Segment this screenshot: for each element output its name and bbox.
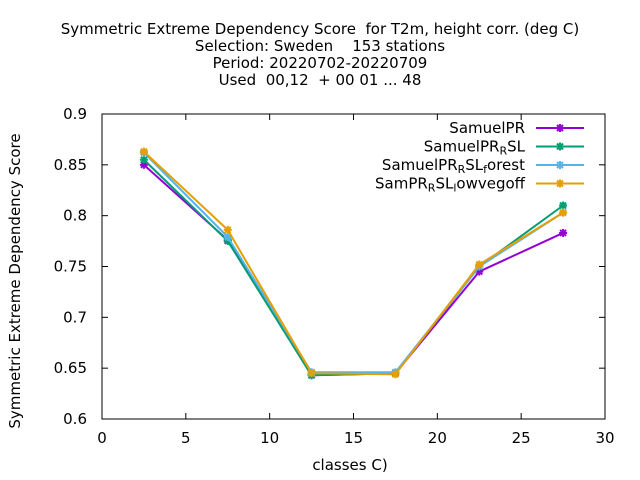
series-3 (139, 147, 568, 379)
series-line (143, 164, 564, 377)
data-point (556, 124, 564, 132)
data-point (559, 208, 568, 217)
legend-label: SamuelPRRSLforest (382, 156, 525, 176)
legend-entry: SamuelPRRSLforest (382, 156, 584, 176)
data-point (391, 370, 400, 379)
data-point (139, 155, 148, 164)
x-tick-label: 15 (344, 429, 363, 447)
x-tick-label: 25 (512, 429, 531, 447)
series-0 (139, 160, 568, 380)
y-tick-label: 0.85 (54, 156, 87, 174)
chart-title-line-3: Period: 20220702-20220709 (212, 54, 428, 72)
y-tick-label: 0.75 (54, 258, 87, 276)
data-point (475, 260, 484, 269)
y-tick-label: 0.8 (63, 207, 87, 225)
data-point (223, 225, 232, 234)
legend-entry: SamuelPRRSL (424, 138, 584, 158)
series-line (143, 150, 564, 376)
chart-title-line-1: Symmetric Extreme Dependency Score for T… (60, 20, 580, 38)
legend-label: SamPRRSLlowvegoff (375, 175, 526, 195)
chart-title-line-4: Used 00,12 + 00 01 ... 48 (218, 71, 422, 89)
legend-label: SamuelPRRSL (424, 138, 526, 158)
legend-label: SamuelPR (449, 119, 525, 137)
data-point (139, 147, 148, 156)
legend: SamuelPRSamuelPRRSLSamuelPRRSLforestSamP… (375, 119, 584, 195)
x-tick-label: 20 (428, 429, 447, 447)
y-tick-label: 0.7 (63, 308, 87, 326)
data-point (307, 369, 316, 378)
y-tick-label: 0.65 (54, 359, 87, 377)
data-point (556, 161, 564, 169)
x-tick-label: 5 (181, 429, 191, 447)
x-tick-label: 0 (97, 429, 107, 447)
axis-ticks: 0 5 10 15 20 25 30 0.6 0.65 0.7 0.75 0.8 0.85 0.9 (54, 105, 615, 447)
y-axis-label: Symmetric Extreme Dependency Score (6, 133, 24, 428)
x-tick-label: 10 (260, 429, 279, 447)
chart-title-line-2: Selection: Sweden 153 stations (194, 37, 446, 55)
x-tick-label: 30 (595, 429, 614, 447)
data-point (556, 142, 564, 151)
x-axis-label: classes C) (312, 456, 387, 474)
plot-frame (101, 113, 606, 420)
data-point (559, 228, 568, 237)
legend-entry: SamuelPR (449, 119, 584, 137)
y-tick-label: 0.9 (63, 105, 87, 123)
legend-entry: SamPRRSLlowvegoff (375, 175, 584, 195)
series-layer (139, 147, 568, 380)
y-tick-label: 0.6 (63, 410, 87, 428)
series-line (143, 151, 564, 374)
data-point (556, 179, 564, 188)
data-point (559, 201, 568, 210)
